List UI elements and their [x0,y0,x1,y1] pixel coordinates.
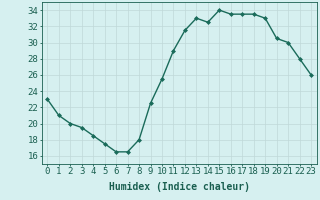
X-axis label: Humidex (Indice chaleur): Humidex (Indice chaleur) [109,182,250,192]
